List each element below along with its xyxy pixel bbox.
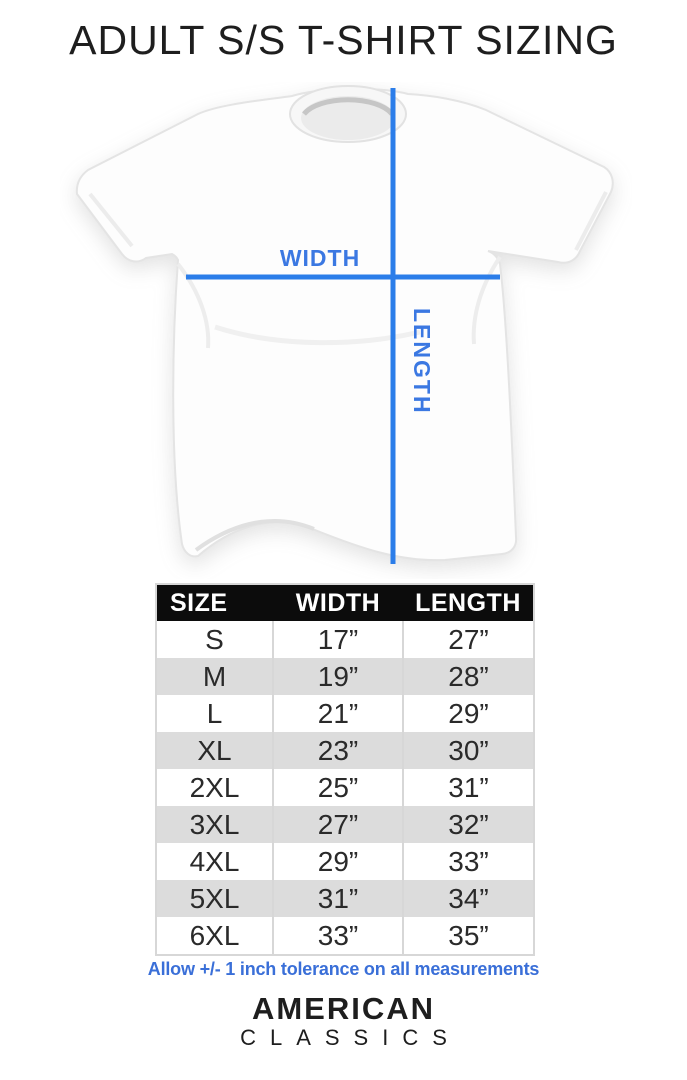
collar-inner-shadow	[302, 97, 394, 116]
table-row: 4XL 29” 33”	[155, 843, 535, 880]
length-cell: 33”	[402, 843, 535, 880]
width-cell: 19”	[272, 658, 404, 695]
table-row: M 19” 28”	[155, 658, 535, 695]
size-chart-header: SIZE WIDTH LENGTH	[156, 584, 534, 621]
column-header-size: SIZE	[156, 584, 273, 621]
column-header-width: WIDTH	[273, 584, 403, 621]
tolerance-note: Allow +/- 1 inch tolerance on all measur…	[147, 959, 540, 979]
width-cell: 31”	[272, 880, 404, 917]
brand-name-classics: CLASSICS	[240, 1025, 461, 1050]
length-cell: 35”	[402, 917, 535, 955]
table-row: 6XL 33” 35”	[155, 917, 535, 955]
width-cell: 21”	[272, 695, 404, 732]
hem-fold-shadow	[194, 519, 315, 552]
table-row: 2XL 25” 31”	[155, 769, 535, 806]
left-sleeve-cuff-fold	[88, 192, 134, 248]
size-cell: L	[155, 695, 274, 732]
length-cell: 31”	[402, 769, 535, 806]
length-cell: 30”	[402, 732, 535, 769]
collar-opening	[301, 96, 395, 140]
length-cell: 34”	[402, 880, 535, 917]
table-row: 3XL 27” 32”	[155, 806, 535, 843]
tshirt-body	[75, 87, 614, 562]
page-title: ADULT S/S T-SHIRT SIZING	[69, 17, 618, 63]
length-cell: 29”	[402, 695, 535, 732]
size-cell: XL	[155, 732, 274, 769]
column-header-length: LENGTH	[403, 584, 534, 621]
length-cell: 28”	[402, 658, 535, 695]
right-sleeve-cuff-fold	[574, 191, 608, 251]
size-cell: 2XL	[155, 769, 274, 806]
brand-name-american: AMERICAN	[251, 991, 436, 1026]
tshirt-measurement-diagram: WIDTH LENGTH	[60, 82, 632, 579]
length-label: LENGTH	[409, 308, 435, 415]
size-cell: 6XL	[155, 917, 274, 955]
right-underarm-wrinkle	[471, 255, 502, 345]
table-row: S 17” 27”	[155, 621, 535, 658]
size-cell: S	[155, 621, 274, 658]
width-cell: 23”	[272, 732, 404, 769]
size-chart-table: SIZE WIDTH LENGTH S 17” 27” M 19” 28” L 21” 29” X…	[155, 583, 535, 956]
length-cell: 32”	[402, 806, 535, 843]
width-label: WIDTH	[279, 245, 361, 271]
width-cell: 25”	[272, 769, 404, 806]
table-row: L 21” 29”	[155, 695, 535, 732]
tshirt-illustration	[75, 85, 614, 564]
size-cell: 3XL	[155, 806, 274, 843]
table-row: 5XL 31” 34”	[155, 880, 535, 917]
width-cell: 29”	[272, 843, 404, 880]
size-chart-body: S 17” 27” M 19” 28” L 21” 29” XL 23” 30” 2XL 25” 31” 3X…	[155, 621, 535, 955]
size-cell: 4XL	[155, 843, 274, 880]
brand-logo: AMERICAN CLASSICS	[0, 993, 687, 1051]
header-row: SIZE WIDTH LENGTH	[156, 584, 534, 621]
size-cell: 5XL	[155, 880, 274, 917]
tshirt-shape	[75, 85, 614, 562]
width-cell: 27”	[272, 806, 404, 843]
size-cell: M	[155, 658, 274, 695]
chest-wrinkle	[214, 324, 421, 346]
width-cell: 33”	[272, 917, 404, 955]
width-cell: 17”	[272, 621, 404, 658]
length-cell: 27”	[402, 621, 535, 658]
left-underarm-wrinkle	[176, 262, 211, 349]
table-row: XL 23” 30”	[155, 732, 535, 769]
